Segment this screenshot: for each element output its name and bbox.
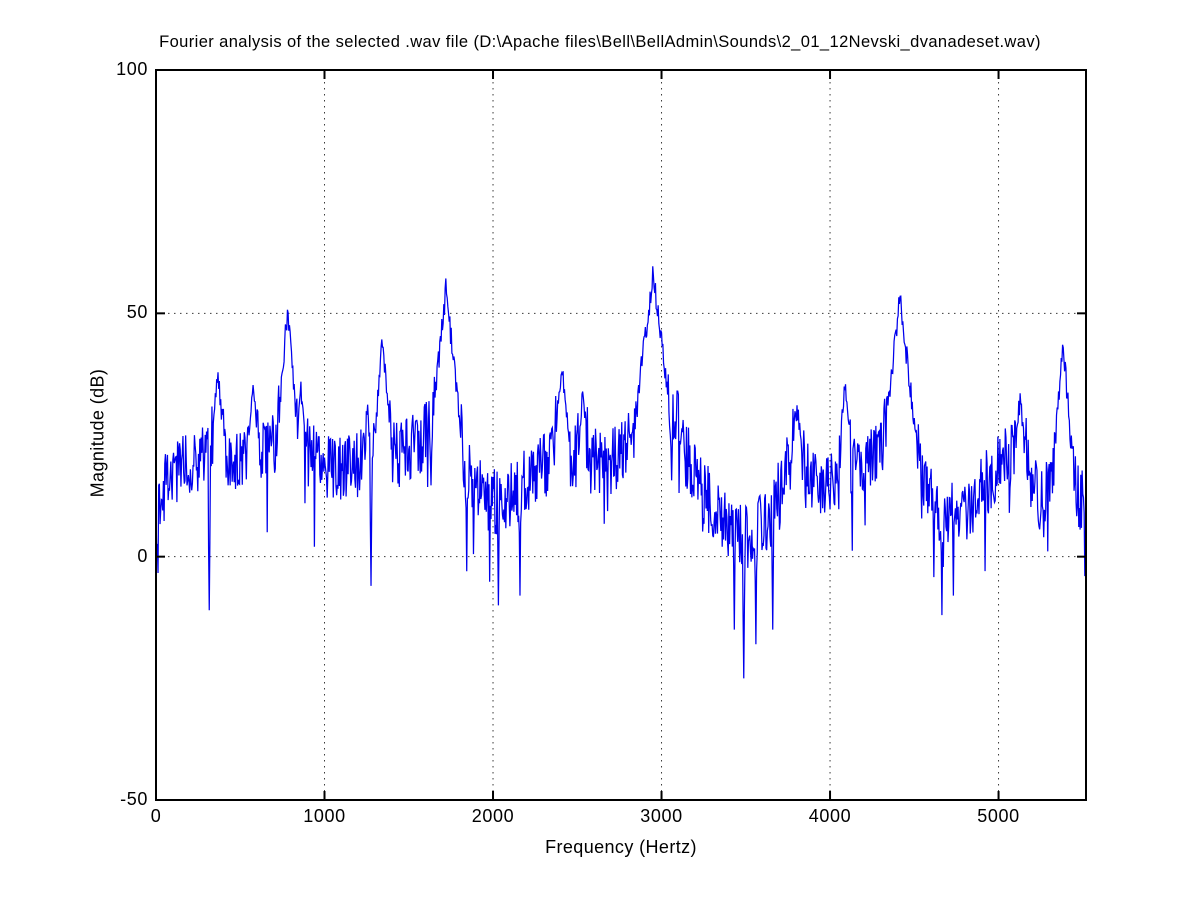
y-tick-label: 0	[137, 545, 148, 566]
chart-title: Fourier analysis of the selected .wav fi…	[159, 33, 1041, 51]
y-tick-label: 50	[126, 302, 148, 323]
x-tick-label: 2000	[471, 806, 515, 826]
x-tick-label: 5000	[977, 806, 1020, 826]
y-axis-label: Magnitude (dB)	[87, 368, 108, 498]
y-tick-label: -50	[120, 789, 148, 809]
fft-magnitude-trace	[155, 266, 1087, 679]
axes-box	[155, 69, 1087, 801]
x-tick-label: 4000	[808, 806, 852, 826]
y-tick-label: 100	[116, 59, 148, 79]
x-tick-label: 1000	[303, 806, 346, 826]
x-tick-label: 0	[150, 806, 162, 826]
x-axis-label: Frequency (Hertz)	[545, 837, 697, 857]
x-tick-label: 3000	[640, 806, 683, 826]
